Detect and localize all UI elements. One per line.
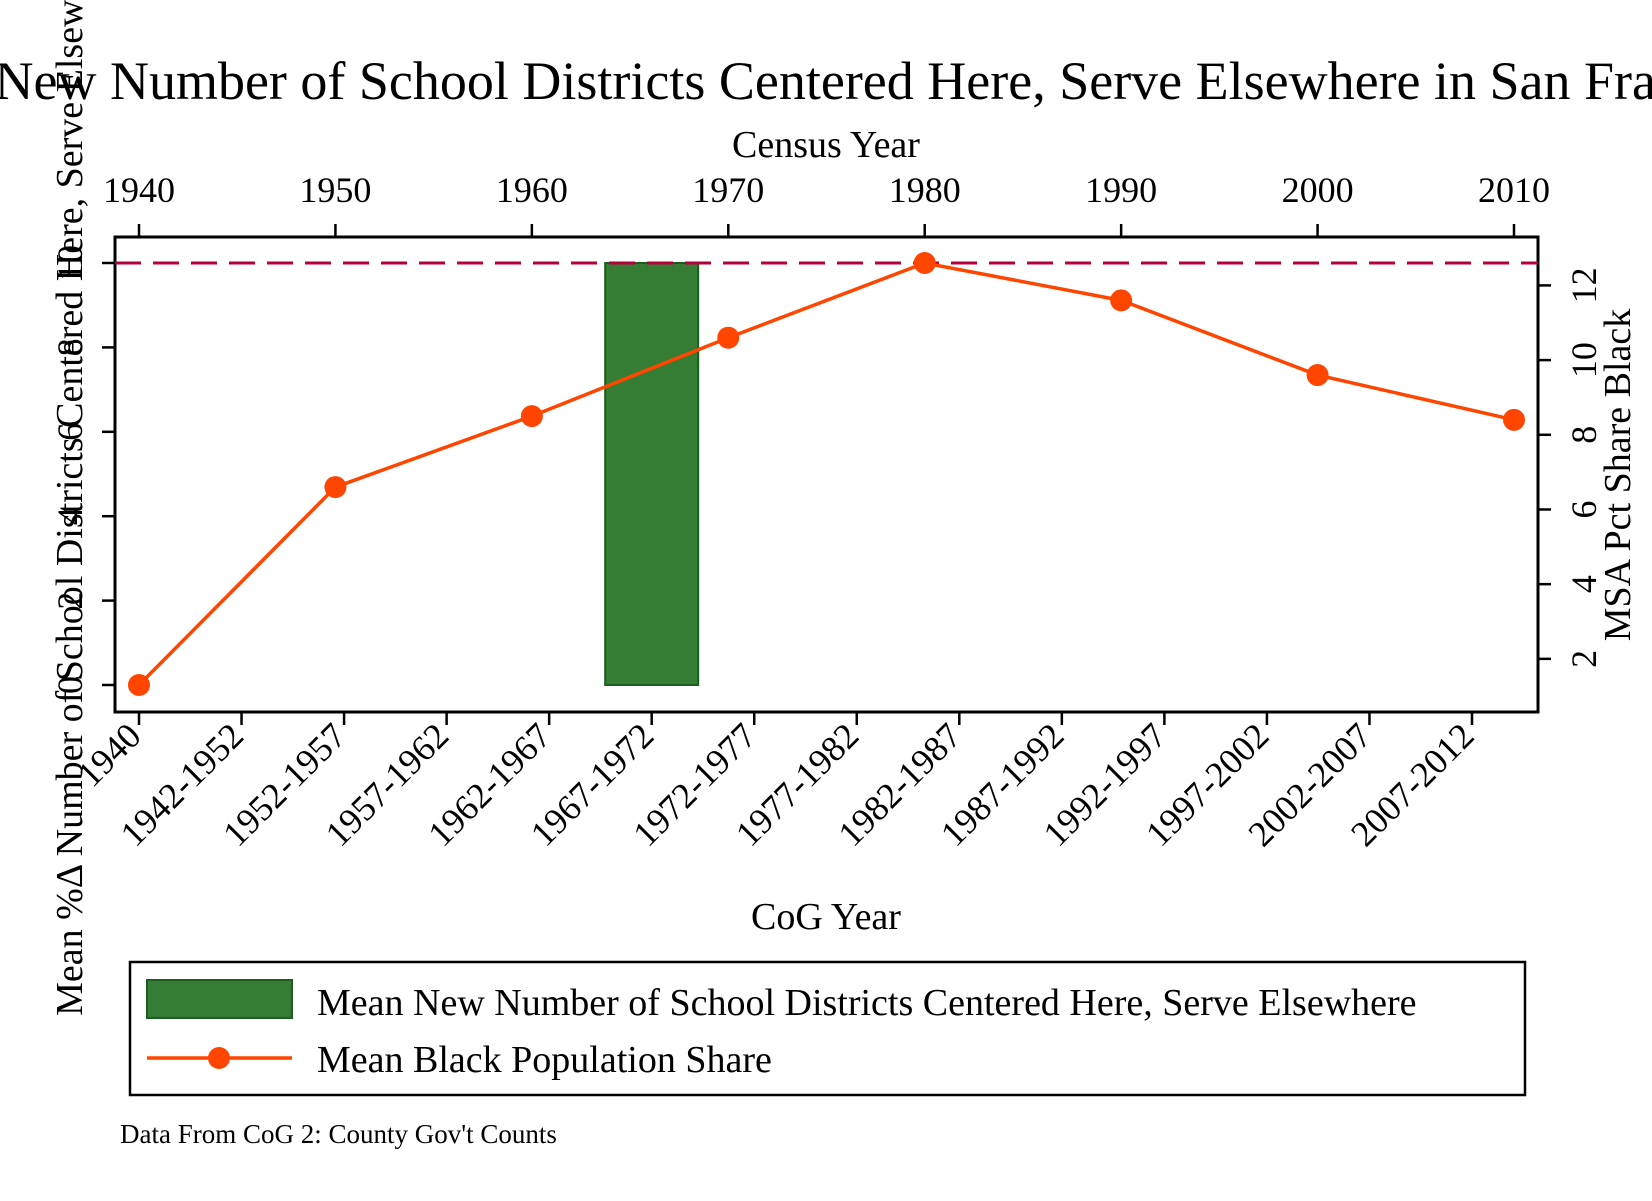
- black-share-point: [913, 252, 936, 274]
- right-axis-tick-label: 8: [1564, 426, 1604, 444]
- black-share-point: [128, 674, 150, 696]
- right-axis-tick-label: 6: [1564, 500, 1604, 518]
- legend-box: [128, 960, 1527, 1097]
- top-axis-tick-label: 1950: [299, 170, 371, 210]
- left-axis-tick-label: 4: [50, 507, 90, 525]
- top-axis-tick-label: 1940: [103, 170, 175, 210]
- legend-label-bar: Mean New Number of School Districts Cent…: [317, 982, 1417, 1024]
- line-series: [115, 252, 1538, 696]
- black-share-point: [717, 326, 740, 349]
- top-axis-tick-label: 1980: [889, 170, 961, 210]
- top-axis-tick-label: 1960: [496, 170, 568, 210]
- left-axis-tick-label: 0: [50, 676, 90, 694]
- left-axis-tick-label: 8: [50, 338, 90, 356]
- right-axis-title: MSA Pct Share Black: [1597, 309, 1639, 641]
- axes: Census Year 1940 1950 1960 1970 1980 1990 2000 2…: [49, 0, 1639, 1016]
- left-axis-tick-label: 2: [50, 592, 90, 610]
- left-axis-tick-label: 10: [50, 245, 90, 281]
- legend-marker-swatch: [208, 1047, 230, 1069]
- left-axis-title: Mean %Δ Number of School Districts Cente…: [49, 0, 91, 1016]
- right-axis-tick-label: 4: [1564, 575, 1604, 593]
- right-axis-tick-label: 12: [1564, 267, 1604, 303]
- black-share-line: [137, 261, 1515, 687]
- legend: Mean New Number of School Districts Cent…: [128, 960, 1527, 1097]
- top-axis-title: Census Year: [732, 124, 920, 166]
- plot-area: [113, 235, 1540, 714]
- bar-series: [604, 262, 700, 686]
- top-axis-tick-label: 1970: [692, 170, 764, 210]
- bottom-axis-title: CoG Year: [751, 896, 901, 938]
- top-axis-tick-label: 2010: [1478, 170, 1550, 210]
- right-axis-tick-label: 2: [1564, 650, 1604, 668]
- black-share-point: [324, 476, 347, 499]
- right-axis-tick-label: 10: [1564, 342, 1604, 378]
- top-axis-tick-label: 2000: [1282, 170, 1354, 210]
- black-share-point: [1306, 364, 1329, 387]
- chart-title: Mean New Number of School Districts Cent…: [0, 51, 1652, 111]
- legend-bar-swatch: [146, 979, 293, 1019]
- chart-title-group: Mean New Number of School Districts Cent…: [0, 51, 1652, 111]
- plot-frame: [113, 235, 1540, 714]
- black-share-point: [520, 405, 543, 428]
- top-axis-tick-label: 1990: [1085, 170, 1157, 210]
- black-share-point: [1110, 289, 1133, 312]
- legend-label-line: Mean Black Population Share: [317, 1039, 772, 1081]
- bar-1967-1972: [604, 262, 700, 686]
- source-note: Data From CoG 2: County Gov't Counts: [120, 1119, 557, 1149]
- note-group: Data From CoG 2: County Gov't Counts: [120, 1119, 557, 1149]
- left-axis-tick-label: 6: [50, 423, 90, 441]
- black-share-point: [1503, 408, 1525, 431]
